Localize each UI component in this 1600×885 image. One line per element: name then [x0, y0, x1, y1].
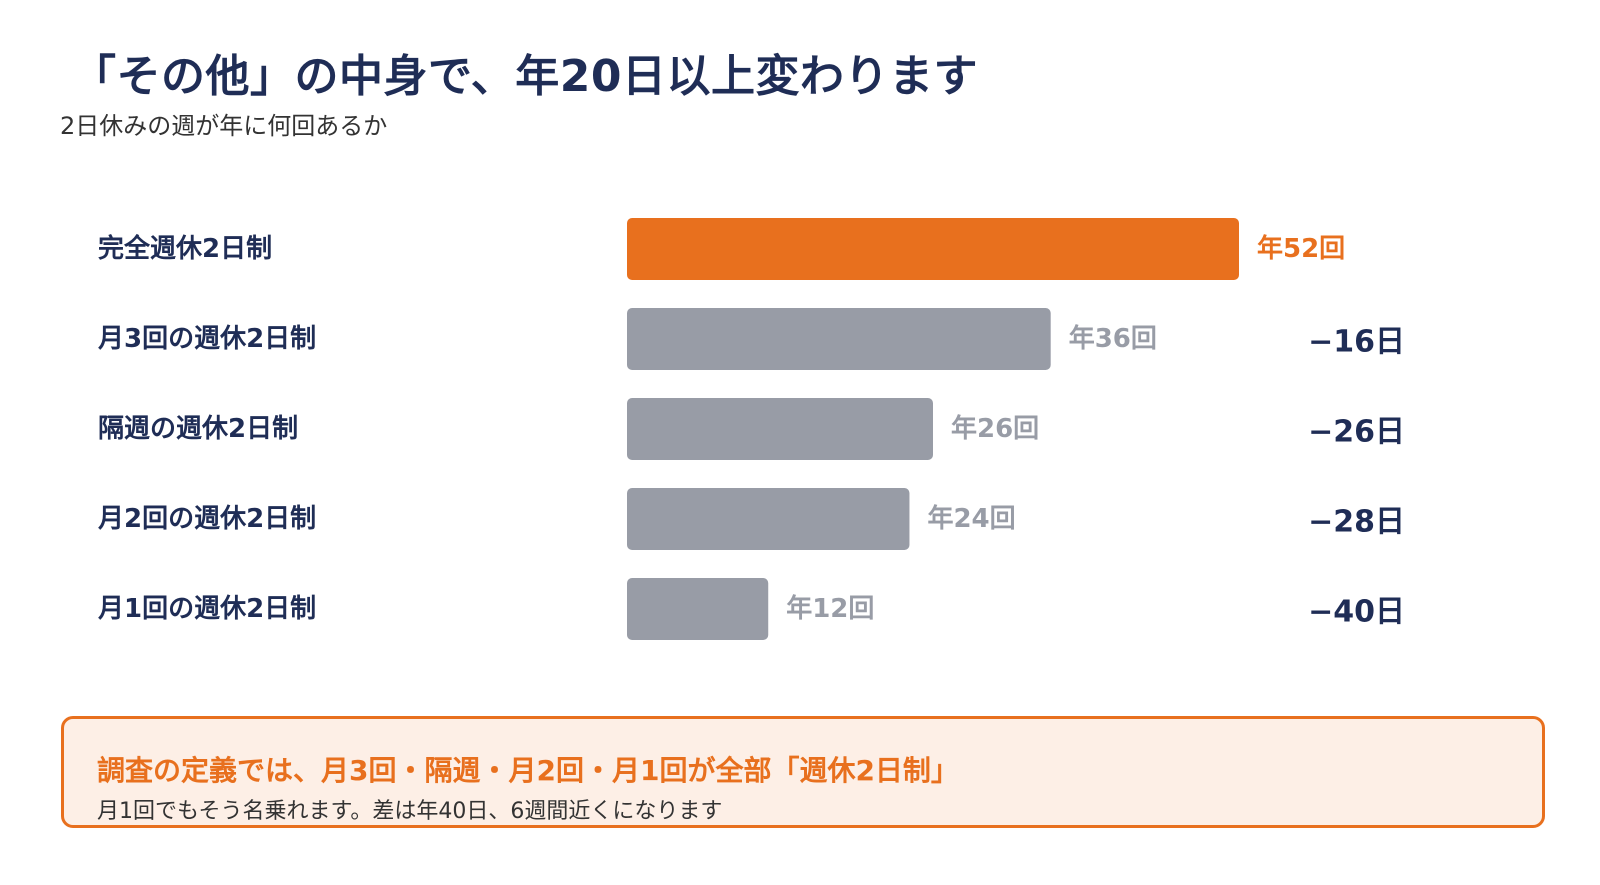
callout-heading: 調査の定義では、月3回・隔週・月2回・月1回が全部「週休2日制」	[97, 754, 959, 787]
bar	[627, 488, 910, 550]
page-title: 「その他」の中身で、年20日以上変わります	[72, 51, 978, 102]
category-label: 完全週休2日制	[98, 233, 272, 264]
page-subtitle: 2日休みの週が年に何回あるか	[60, 112, 388, 140]
value-label: 年26回	[951, 413, 1039, 444]
value-label: 年12回	[786, 593, 874, 624]
callout-body: 月1回でもそう名乗れます。差は年40日、6週間近くになります	[97, 799, 723, 824]
bar-highlight	[627, 218, 1239, 280]
bar	[627, 578, 769, 640]
category-label: 隔週の週休2日制	[98, 414, 298, 444]
definition-callout: 調査の定義では、月3回・隔週・月2回・月1回が全部「週休2日制」 月1回でもそう…	[61, 716, 1545, 828]
difference-label: −26日	[1308, 415, 1405, 450]
difference-label: −40日	[1308, 595, 1405, 630]
difference-label: −16日	[1308, 325, 1405, 360]
value-label: 年52回	[1257, 233, 1345, 264]
bar	[627, 308, 1051, 370]
category-label: 月2回の週休2日制	[97, 504, 316, 534]
value-label: 年36回	[1069, 323, 1157, 354]
category-label: 月1回の週休2日制	[97, 594, 316, 624]
category-label: 月3回の週休2日制	[97, 324, 316, 354]
bar	[627, 398, 933, 460]
value-label: 年24回	[927, 503, 1015, 534]
difference-label: −28日	[1308, 505, 1405, 540]
